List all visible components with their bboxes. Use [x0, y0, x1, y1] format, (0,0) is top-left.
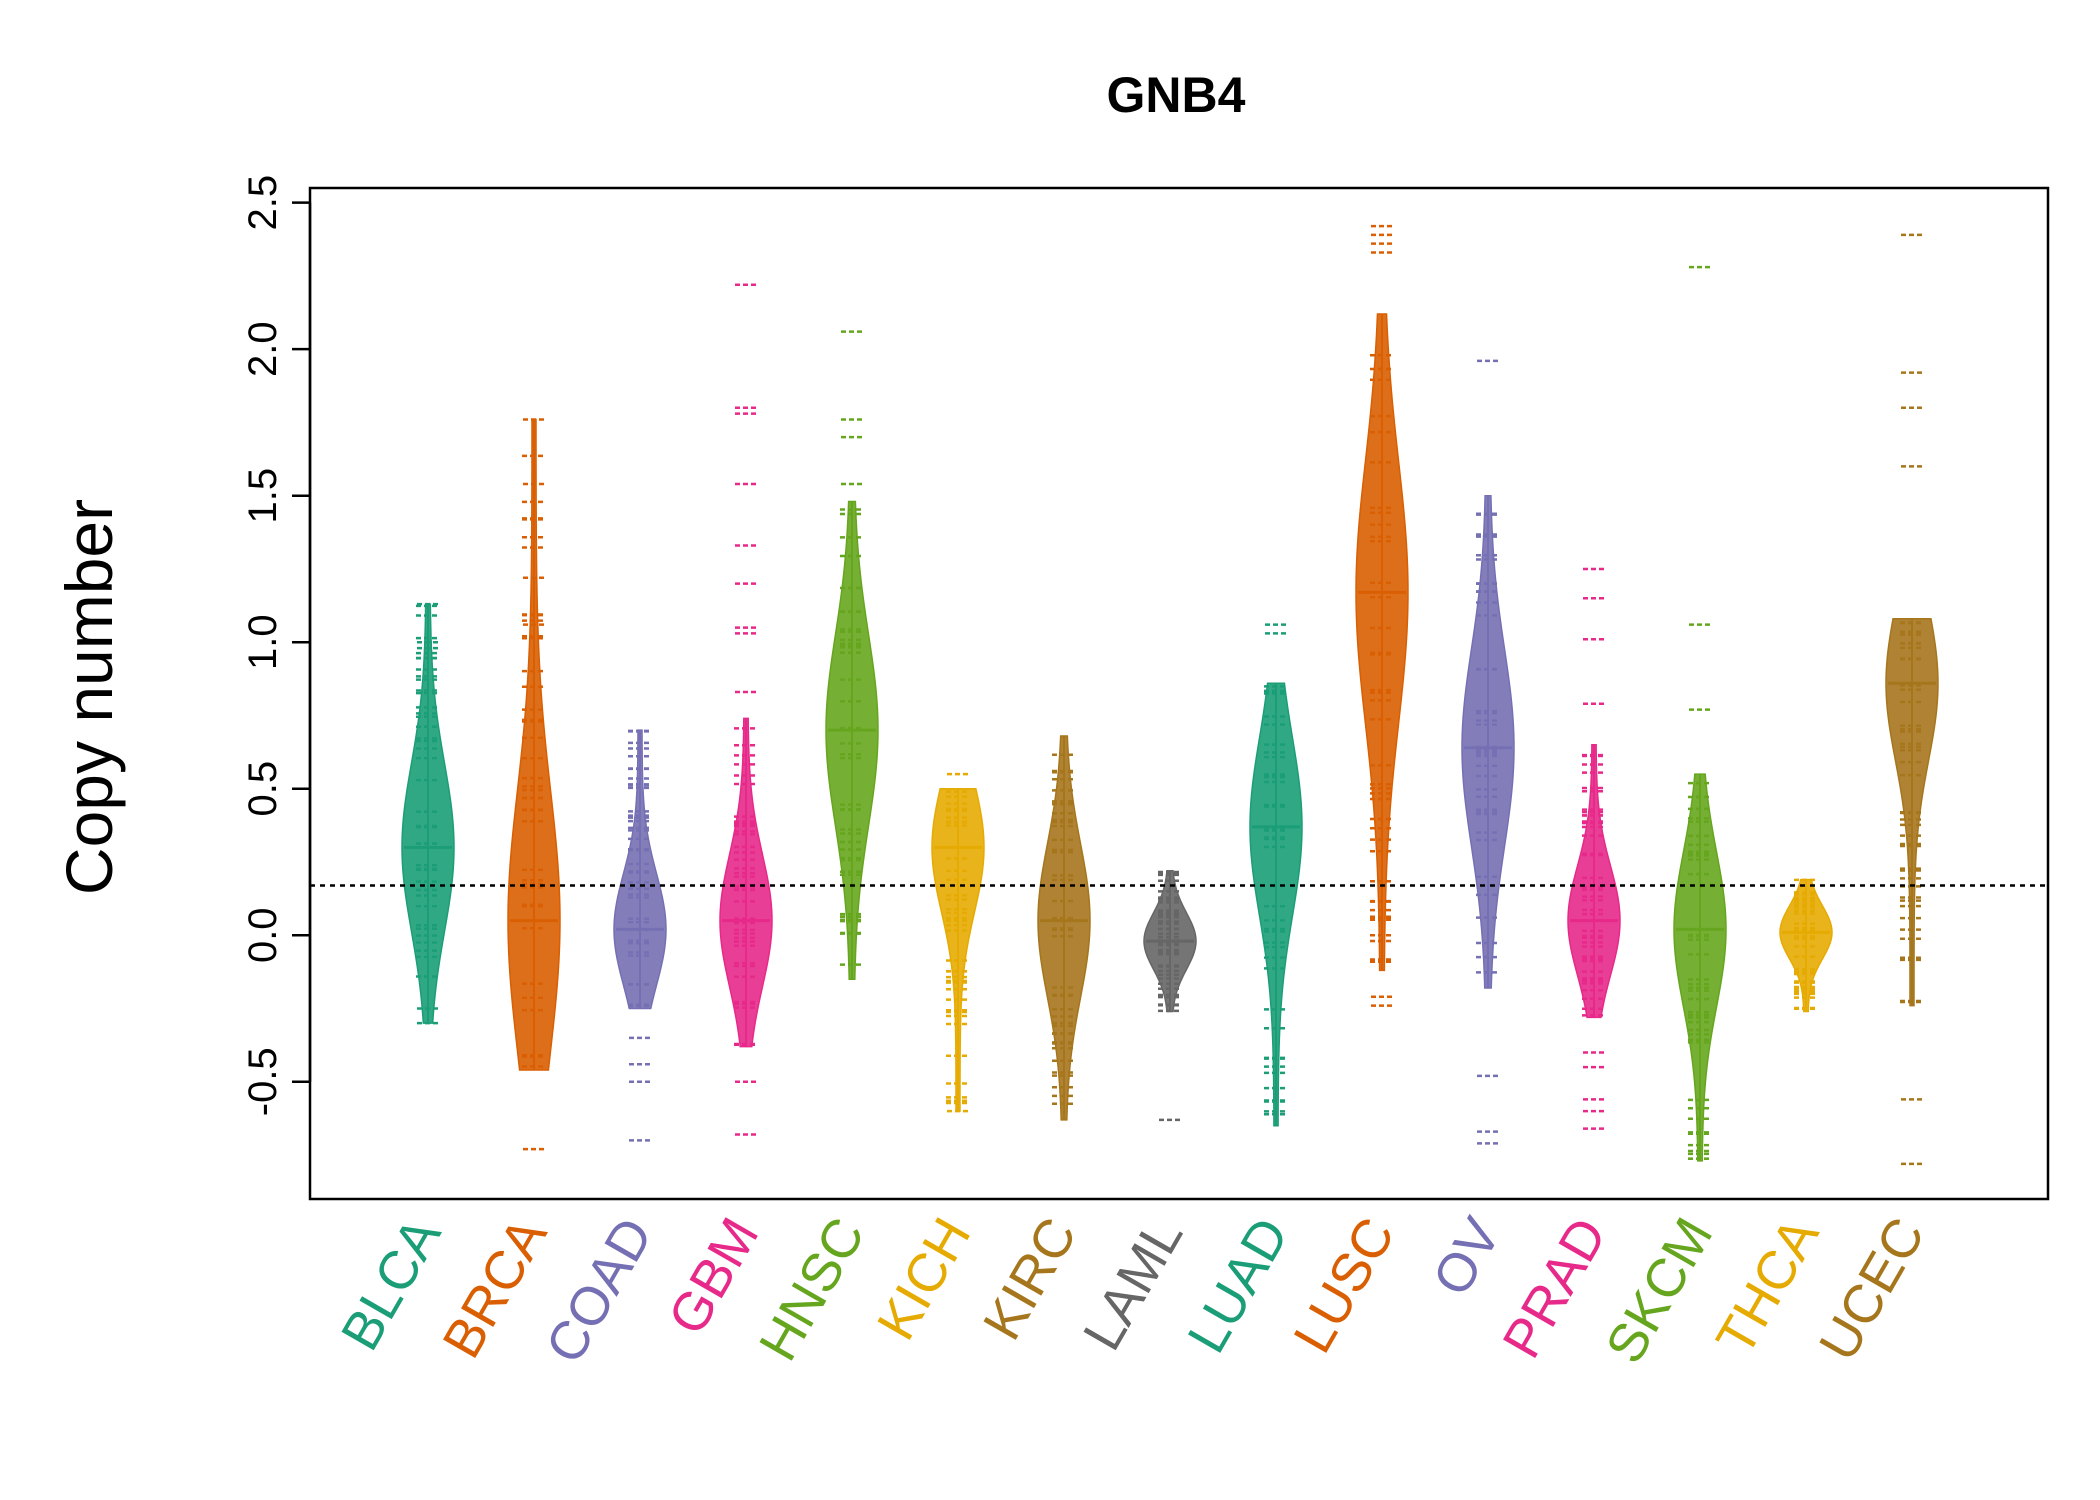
bean-thca [1779, 878, 1833, 1013]
y-tick-label: 1.5 [241, 468, 285, 524]
bean-gbm [719, 283, 773, 1136]
bean-kirc [1037, 735, 1091, 1121]
x-tick-label-lusc: LUSC [1282, 1208, 1406, 1363]
bean-blca [401, 602, 455, 1025]
x-tick-label-kich: KICH [866, 1208, 982, 1350]
bean-lusc [1355, 224, 1409, 1007]
x-tick-label-laml: LAML [1072, 1208, 1195, 1360]
beans [401, 224, 1939, 1166]
bean-brca [507, 418, 561, 1151]
y-tick-label: 2.0 [241, 321, 285, 377]
y-tick-label: 0.5 [241, 761, 285, 817]
y-axis-label: Copy number [52, 499, 126, 895]
x-tick-label-gbm: GBM [657, 1208, 770, 1345]
y-tick-label: 1.0 [241, 614, 285, 670]
x-tick-label-ucec: UCEC [1808, 1208, 1936, 1371]
x-tick-label-coad: COAD [534, 1208, 664, 1373]
bean-luad [1249, 623, 1303, 1127]
x-tick-label-kirc: KIRC [972, 1208, 1088, 1350]
chart-title: GNB4 [1107, 67, 1246, 123]
y-tick-label: 2.5 [241, 175, 285, 231]
bean-coad [613, 729, 667, 1142]
y-tick-label: 0.0 [241, 907, 285, 963]
x-tick-label-luad: LUAD [1176, 1208, 1300, 1363]
bean-ov [1461, 359, 1515, 1145]
plot-frame [308, 186, 2050, 1201]
x-tick-label-hnsc: HNSC [748, 1208, 876, 1371]
y-axis: -0.5 0.0 0.5 1.0 1.5 2.0 2.5 [241, 175, 312, 1116]
x-tick-label-ov: OV [1421, 1208, 1512, 1306]
bean-ucec [1885, 233, 1939, 1166]
bean-kich [931, 772, 985, 1113]
bean-prad [1567, 567, 1621, 1130]
bean-laml [1143, 870, 1197, 1122]
y-tick-label: -0.5 [241, 1047, 285, 1116]
bean-skcm [1673, 265, 1727, 1162]
x-tick-label-skcm: SKCM [1594, 1208, 1724, 1373]
bean-hnsc [825, 330, 879, 980]
